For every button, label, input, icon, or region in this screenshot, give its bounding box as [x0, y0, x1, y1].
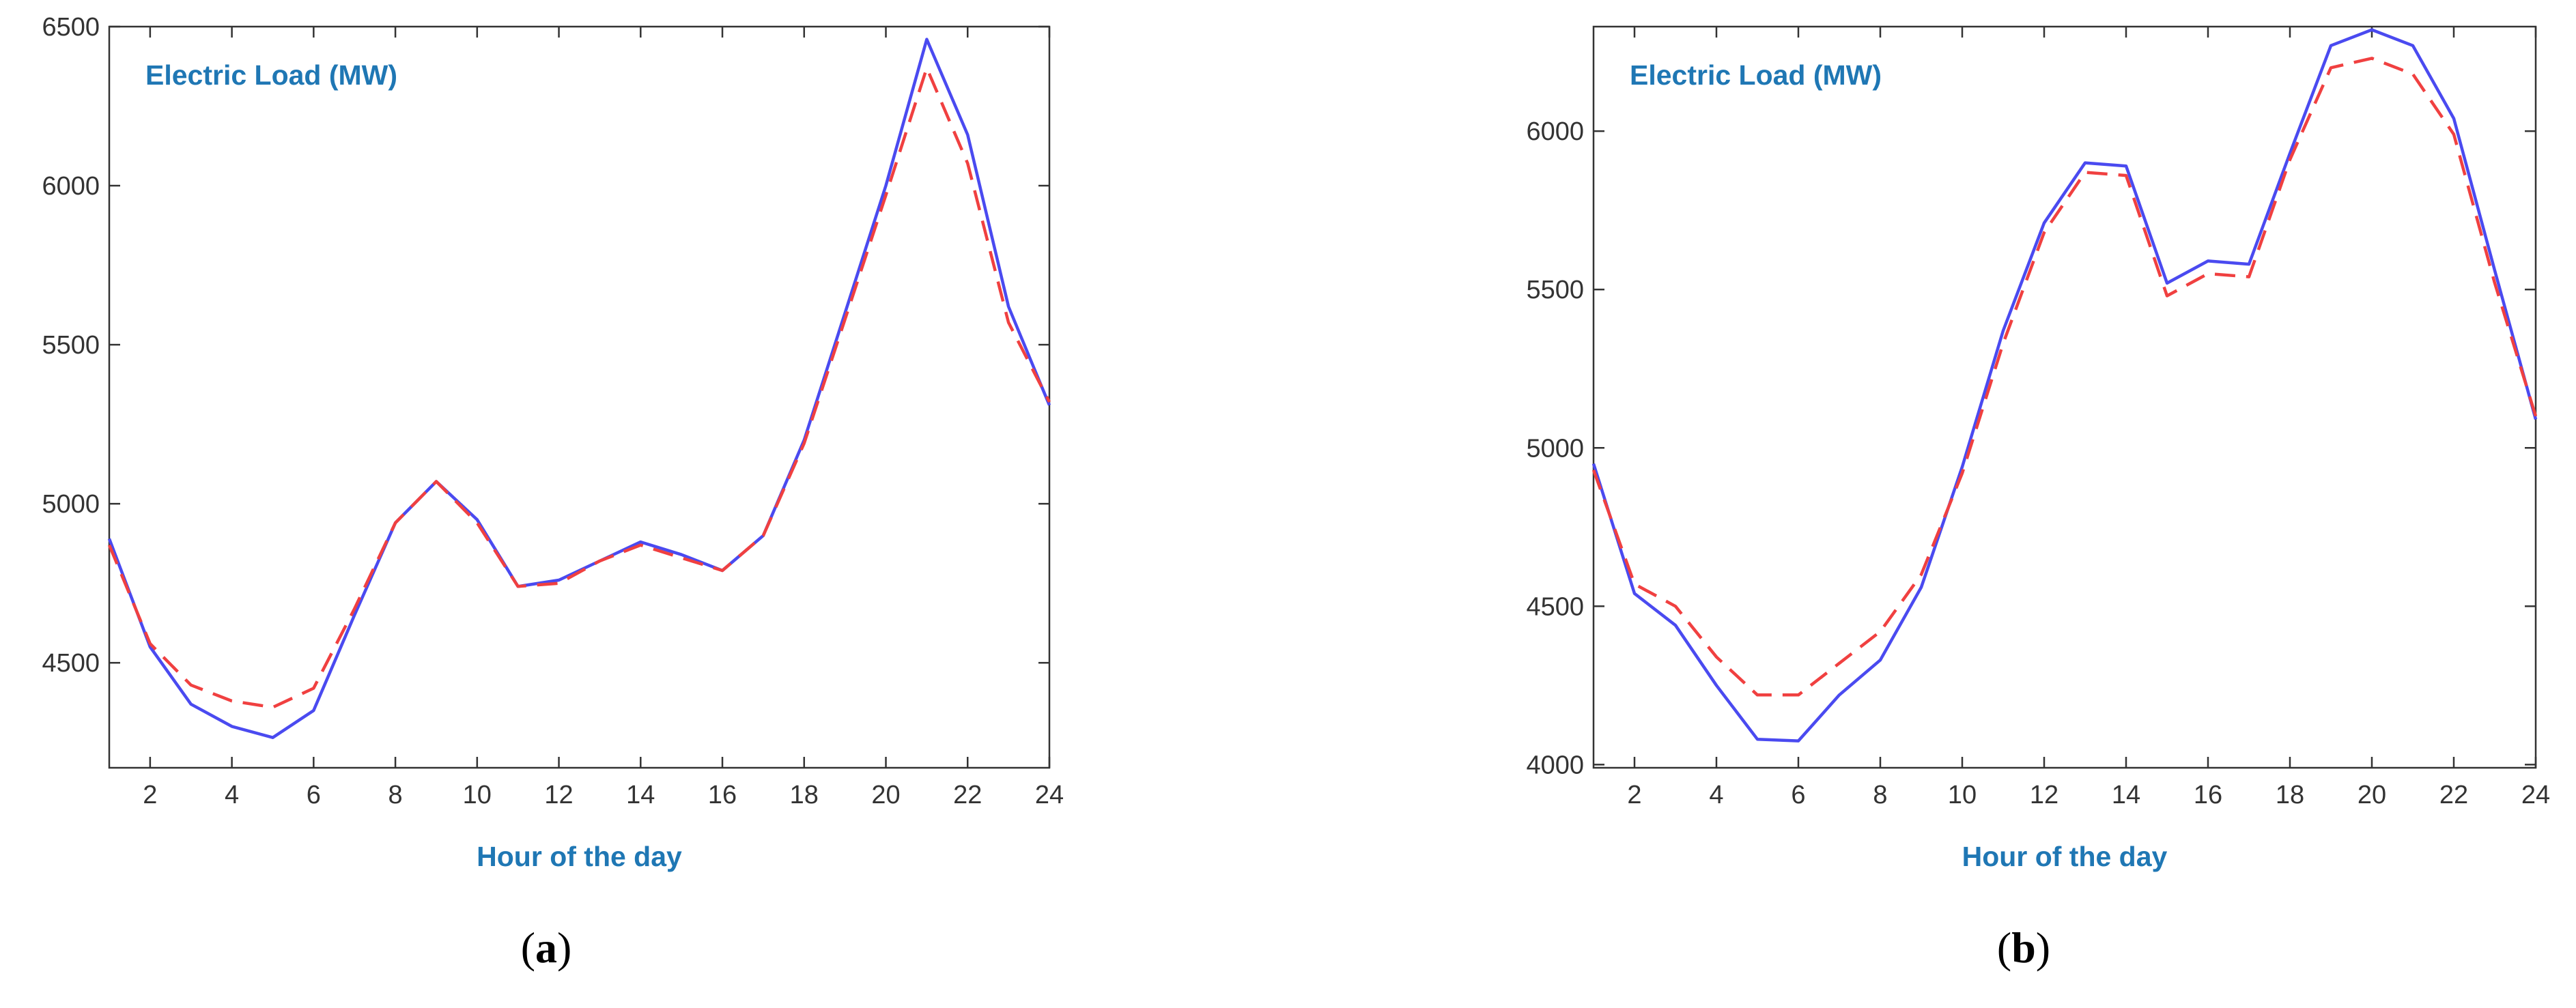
- x-tick-label: 24: [1035, 781, 1064, 809]
- annotation-label: Electric Load (MW): [145, 59, 397, 91]
- x-tick-label: 8: [388, 781, 403, 809]
- y-tick-label: 5000: [42, 490, 100, 519]
- x-axis-label: Hour of the day: [1962, 841, 2168, 872]
- x-tick-label: 14: [626, 781, 655, 809]
- x-tick-label: 12: [2030, 781, 2058, 809]
- series-line-2: [107, 66, 1051, 709]
- x-tick-label: 4: [225, 781, 239, 809]
- x-tick-label: 8: [1873, 781, 1887, 809]
- caption-b-letter: b: [2011, 923, 2036, 972]
- caption-a-letter: a: [535, 923, 557, 972]
- y-tick-label: 5500: [42, 331, 100, 360]
- x-tick-label: 10: [1948, 781, 1977, 809]
- plot-frame-a: [108, 25, 1051, 769]
- x-tick-label: 22: [2439, 781, 2468, 809]
- x-tick-label: 16: [708, 781, 737, 809]
- x-tick-label: 6: [1791, 781, 1805, 809]
- y-tick-label: 4000: [1526, 751, 1584, 779]
- y-tick-label: 6000: [42, 172, 100, 201]
- caption-b: (b): [1997, 923, 2050, 972]
- y-tick-label: 5500: [1526, 276, 1584, 304]
- x-tick-label: 20: [2358, 781, 2386, 809]
- x-tick-label: 24: [2521, 781, 2550, 809]
- x-tick-label: 16: [2194, 781, 2222, 809]
- x-tick-label: 22: [953, 781, 982, 809]
- annotation-label: Electric Load (MW): [1630, 59, 1882, 91]
- series-line-1: [1591, 28, 2538, 743]
- x-tick-label: 18: [2276, 781, 2304, 809]
- x-tick-label: 14: [2112, 781, 2140, 809]
- x-tick-label: 4: [1709, 781, 1723, 809]
- y-tick-label: 6500: [42, 13, 100, 42]
- y-tick-label: 5000: [1526, 434, 1584, 463]
- y-tick-label: 6000: [1526, 117, 1584, 146]
- x-tick-label: 20: [871, 781, 900, 809]
- x-tick-label: 2: [1627, 781, 1641, 809]
- plot-frame-b: [1592, 25, 2537, 769]
- x-tick-label: 2: [143, 781, 157, 809]
- x-tick-label: 6: [307, 781, 321, 809]
- x-axis-label: Hour of the day: [477, 841, 682, 872]
- y-tick-label: 4500: [42, 649, 100, 678]
- x-tick-label: 10: [463, 781, 492, 809]
- x-tick-label: 18: [790, 781, 819, 809]
- caption-a: (a): [521, 923, 572, 972]
- x-tick-label: 12: [544, 781, 573, 809]
- y-tick-label: 4500: [1526, 592, 1584, 621]
- chart-b: 2 4 6 8 10 12 14 16 18 20 22 2440004500500055006000…: [1526, 25, 2550, 872]
- chart-a: 2 4 6 8 10 12 14 16 18 20 22 2445005000550060006500…: [42, 13, 1064, 872]
